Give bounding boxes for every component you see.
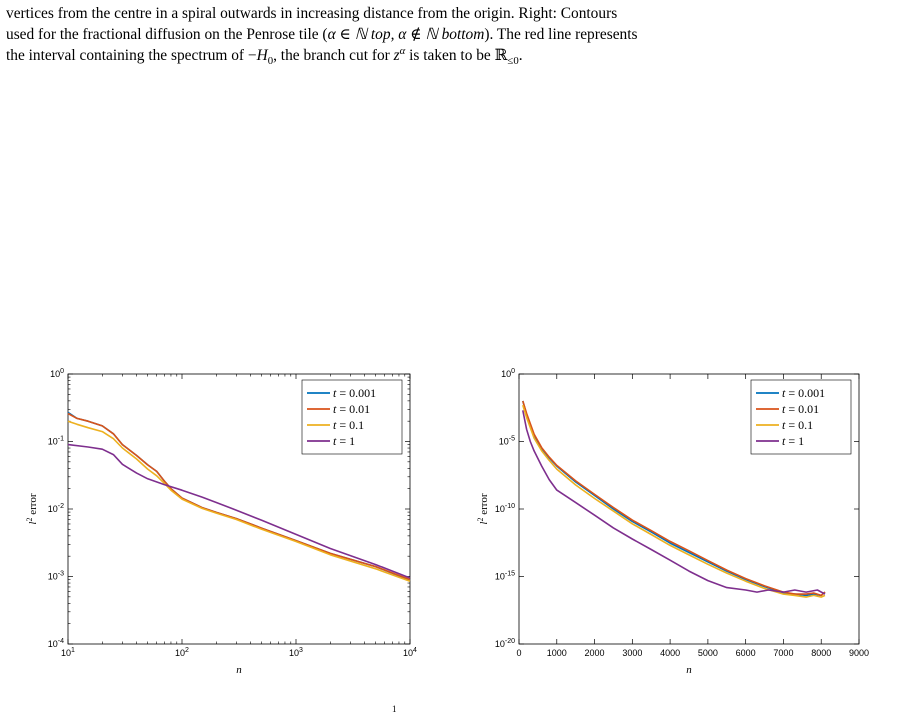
x-tick-label: 1000 xyxy=(547,648,567,658)
caption-line-3-d: . xyxy=(518,47,523,64)
y-tick-label: 10-1 xyxy=(48,436,64,447)
caption-z-sup: α xyxy=(399,44,406,57)
legend-label-t001: t = 0.01 xyxy=(333,402,370,416)
y-tick-label: 10-15 xyxy=(495,571,515,582)
y-tick-label: 10-4 xyxy=(48,638,64,649)
legend-label-t1: t = 1 xyxy=(782,434,804,448)
y-axis-label: l2 error xyxy=(25,493,39,525)
x-tick-label: 102 xyxy=(175,647,189,658)
caption-line-3-c: is taken to be ℝ xyxy=(405,47,508,64)
legend-label-t0001: t = 0.001 xyxy=(333,386,376,400)
series-line-t001 xyxy=(522,400,826,597)
caption-r-sub: ≤0 xyxy=(507,55,519,68)
x-tick-label: 2000 xyxy=(585,648,605,658)
y-tick-label: 10-20 xyxy=(495,638,515,649)
caption-h-sub: 0 xyxy=(267,55,274,68)
caption-line-1: vertices from the centre in a spiral out… xyxy=(6,3,910,24)
caption-line-1-text: vertices from the centre in a spiral out… xyxy=(6,5,618,22)
x-tick-label: 103 xyxy=(289,647,303,658)
y-tick-label: 10-2 xyxy=(48,503,64,514)
legend-label-t001: t = 0.01 xyxy=(782,402,819,416)
legend-label-t1: t = 1 xyxy=(333,434,355,448)
legend-label-t0001: t = 0.001 xyxy=(782,386,825,400)
x-tick-label: 6000 xyxy=(736,648,756,658)
left-error-chart: 101 102 103 104 10-4 10-3 10-2 10-1 100 n l2 error… xyxy=(25,368,417,676)
legend-label-t01: t = 0.1 xyxy=(782,418,813,432)
series-line-t01 xyxy=(67,420,411,583)
series-line-t01 xyxy=(522,404,826,598)
caption-line-3-b: , the branch cut for xyxy=(273,47,394,64)
right-error-chart: 0 1000 2000 3000 4000 5000 6000 7000 8000 9000 10-… xyxy=(476,368,869,676)
caption-line-2-c: ). The red line represents xyxy=(484,26,638,43)
caption-line-2: used for the fractional diffusion on the… xyxy=(6,24,910,45)
series-line-t1 xyxy=(522,410,826,595)
caption-z-symbol: z xyxy=(393,47,400,64)
x-tick-label: 4000 xyxy=(660,648,680,658)
y-tick-label: 100 xyxy=(50,368,64,379)
y-tick-label: 10-3 xyxy=(48,571,64,582)
y-axis-label: l2 error xyxy=(476,493,490,525)
x-tick-label: 7000 xyxy=(773,648,793,658)
figure-caption: vertices from the centre in a spiral out… xyxy=(6,3,910,66)
caption-line-3-a: the interval containing the spectrum of … xyxy=(6,47,257,64)
caption-line-2-a: used for the fractional diffusion on the… xyxy=(6,26,328,43)
x-tick-label: 5000 xyxy=(698,648,718,658)
x-tick-label: 9000 xyxy=(849,648,869,658)
caption-h-symbol: H xyxy=(256,47,268,64)
caption-line-3: the interval containing the spectrum of … xyxy=(6,45,910,66)
x-axis-label: n xyxy=(236,664,242,676)
x-tick-label: 0 xyxy=(516,648,521,658)
x-tick-label: 104 xyxy=(403,647,417,658)
series-line-t1 xyxy=(67,443,411,579)
y-tick-label: 10-10 xyxy=(495,503,515,514)
x-tick-label: 3000 xyxy=(622,648,642,658)
x-tick-label: 8000 xyxy=(811,648,831,658)
y-tick-label: 100 xyxy=(501,368,515,379)
y-tick-label: 10-5 xyxy=(499,436,515,447)
x-axis-label: n xyxy=(686,664,692,676)
caption-line-2-math: α ∈ ℕ top, α ∉ ℕ bottom xyxy=(327,26,485,43)
legend-label-t01: t = 0.1 xyxy=(333,418,364,432)
x-tick-label: 101 xyxy=(61,647,75,658)
footer-mark: 1 xyxy=(392,704,397,714)
